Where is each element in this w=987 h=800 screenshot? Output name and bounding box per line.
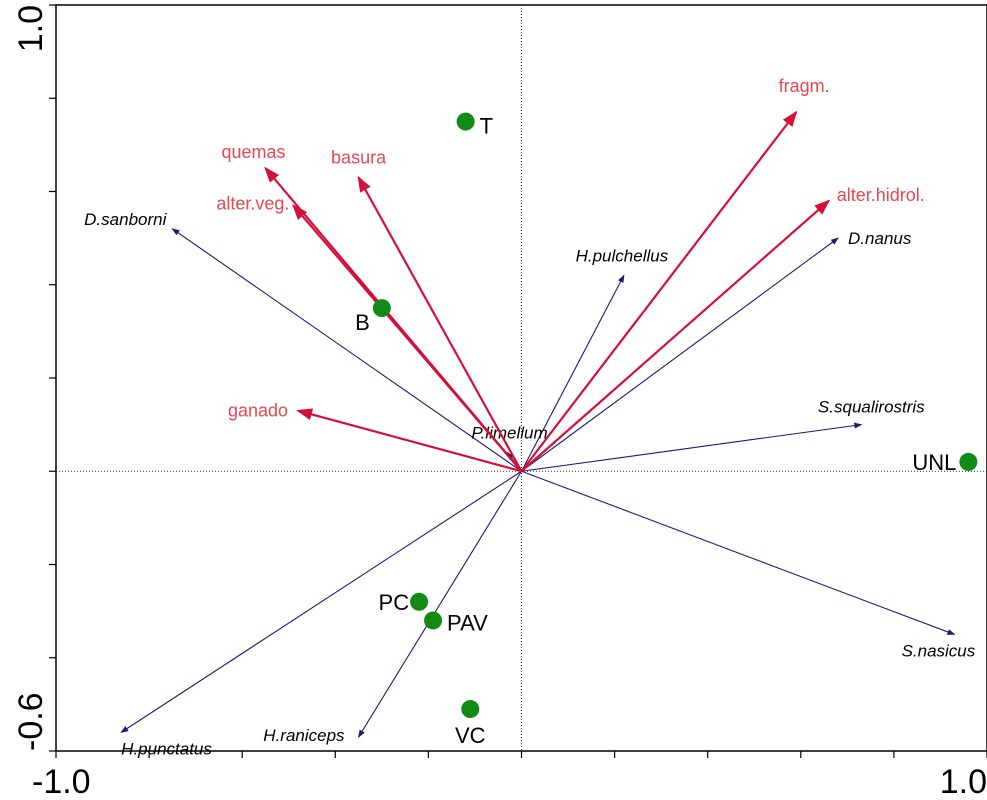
site-label: UNL [912, 450, 956, 475]
environmental-vectors: fragm. quemas basura alter.veg. alter.hidrol… [216, 76, 925, 473]
species-label: D.sanborni [84, 210, 167, 229]
site-label: B [355, 310, 370, 335]
species-label: P.limellum [471, 424, 547, 443]
species-vectors: D.sanborni H.pulchellus D.nanus P.limellum S… [84, 210, 976, 759]
env-label: fragm. [779, 76, 830, 96]
species-label: H.raniceps [263, 726, 345, 745]
axis-tick-labels: -1.0 1.0 -0.6 1.0 [12, 5, 987, 800]
site-point-PAV [424, 611, 443, 630]
site-label: VC [455, 723, 486, 748]
site-label: PAV [447, 610, 488, 635]
env-label: alter.hidrol. [837, 185, 925, 205]
site-point-VC [461, 700, 480, 719]
species-arrow-H.pulchellus [521, 274, 625, 472]
species-label: S.squalirostris [818, 398, 925, 417]
env-label: basura [331, 148, 387, 168]
site-point-T [456, 112, 475, 131]
env-label: quemas [221, 142, 285, 162]
y-tick-label: -0.6 [12, 692, 50, 751]
species-arrow-H.raniceps [358, 470, 522, 738]
axis-ticks [49, 4, 987, 758]
species-label: H.pulchellus [576, 246, 669, 265]
env-arrow-basura [357, 175, 523, 472]
x-tick-label: 1.0 [940, 763, 987, 800]
site-point-UNL [959, 452, 978, 471]
y-tick-label: 1.0 [12, 5, 50, 52]
x-tick-label: -1.0 [32, 763, 91, 800]
site-point-PC [410, 592, 429, 611]
env-label: alter.veg. [216, 193, 289, 213]
species-label: D.nanus [848, 229, 912, 248]
site-label: PC [379, 590, 410, 615]
env-arrow-alter.veg. [292, 203, 523, 472]
site-label: T [480, 114, 493, 139]
plot-frame [55, 4, 987, 752]
env-arrow-alter.hidrol. [520, 199, 831, 473]
species-arrow-S.nasicus [521, 470, 956, 635]
species-label: S.nasicus [902, 641, 976, 660]
species-arrow-D.sanborni [171, 228, 522, 472]
species-arrow-S.squalirostris [521, 422, 863, 472]
species-arrow-H.punctatus [120, 470, 522, 733]
species-arrow-D.nanus [521, 237, 839, 472]
site-point-B [372, 299, 391, 318]
site-points: T B UNL PC PAV VC [355, 112, 978, 748]
zero-reference-lines [56, 5, 987, 751]
env-arrow-ganado [296, 408, 522, 473]
species-label: H.punctatus [121, 739, 212, 758]
env-arrow-fragm. [520, 110, 798, 472]
env-label: ganado [228, 401, 288, 421]
